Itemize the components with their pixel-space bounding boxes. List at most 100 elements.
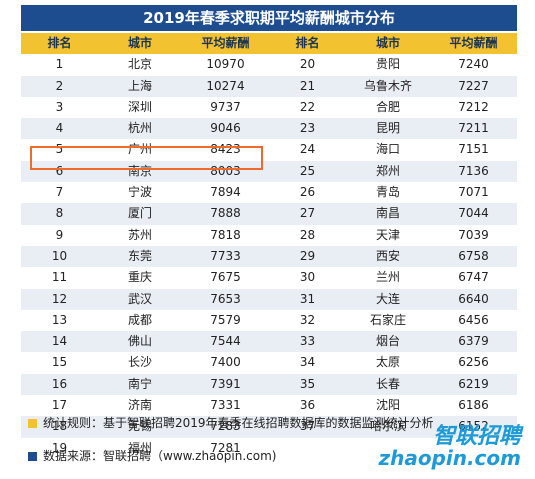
rank-cell-left: 9 bbox=[55, 227, 64, 242]
salary-cell-right: 6640 bbox=[458, 291, 489, 306]
salary-cell-left: 7544 bbox=[210, 334, 241, 349]
salary-cell-left: 7579 bbox=[210, 312, 241, 327]
salary-cell-left: 8003 bbox=[210, 163, 241, 178]
table-row: 10 东莞 7733 29 西安 6758 bbox=[21, 245, 517, 268]
salary-cell-left: 7675 bbox=[210, 270, 241, 285]
city-cell-left: 无锡 bbox=[127, 419, 152, 434]
table-header-row: 排名 城市 平均薪酬 排名 城市 平均薪酬 bbox=[21, 33, 517, 55]
header-salary-left: 平均薪酬 bbox=[201, 36, 250, 50]
rank-cell-left: 6 bbox=[55, 163, 64, 178]
header-city-right: 城市 bbox=[375, 36, 400, 50]
rank-cell-left: 15 bbox=[51, 355, 68, 370]
city-cell-right: 乌鲁木齐 bbox=[363, 78, 412, 93]
salary-cell-right: 6219 bbox=[458, 376, 489, 391]
rank-cell-right: 35 bbox=[299, 376, 316, 391]
rank-cell-left: 10 bbox=[51, 248, 68, 263]
salary-cell-left: 7281 bbox=[210, 440, 241, 455]
salary-cell-left: 7283 bbox=[210, 419, 241, 434]
city-cell-left: 重庆 bbox=[127, 270, 152, 285]
salary-cell-left: 9046 bbox=[210, 121, 241, 136]
rank-cell-left: 12 bbox=[51, 291, 68, 306]
table-row: 17 济南 7331 36 沈阳 6186 bbox=[21, 395, 517, 417]
rank-cell-left: 17 bbox=[51, 398, 68, 413]
rank-cell-right: 37 bbox=[299, 419, 316, 434]
table-row: 2 上海 10274 21 乌鲁木齐 7227 bbox=[21, 75, 517, 97]
rank-cell-left: 19 bbox=[51, 440, 68, 455]
salary-table: 排名 城市 平均薪酬 排名 城市 平均薪酬 1 北京 10970 20 贵阳 7240 2 上… bbox=[21, 33, 517, 459]
rank-cell-right: 29 bbox=[299, 248, 316, 263]
salary-cell-left: 10970 bbox=[206, 57, 245, 72]
table-body: 1 北京 10970 20 贵阳 7240 2 上海 10274 21 乌鲁木齐 7227 3 深圳 973… bbox=[21, 54, 517, 459]
rank-cell-left: 2 bbox=[55, 78, 64, 93]
city-cell-right: 天津 bbox=[375, 227, 400, 242]
city-cell-right: 沈阳 bbox=[375, 398, 400, 413]
city-cell-right: 烟台 bbox=[375, 334, 400, 349]
rank-cell-right: 34 bbox=[299, 355, 316, 370]
salary-cell-left: 7818 bbox=[210, 227, 241, 242]
rank-cell-right: 28 bbox=[299, 227, 316, 242]
rank-cell-right: 21 bbox=[299, 78, 316, 93]
city-cell-left: 福州 bbox=[127, 440, 152, 455]
yellow-square-icon bbox=[28, 419, 37, 428]
salary-cell-right: 6456 bbox=[458, 312, 489, 327]
table-row: 7 宁波 7894 26 青岛 7071 bbox=[21, 182, 517, 204]
city-cell-left: 南宁 bbox=[127, 376, 152, 391]
table-row: 6 南京 8003 25 郑州 7136 bbox=[21, 160, 517, 183]
rank-cell-left: 13 bbox=[51, 312, 68, 327]
rank-cell-right: 24 bbox=[299, 142, 316, 157]
city-cell-left: 广州 bbox=[127, 142, 152, 157]
rank-cell-left: 18 bbox=[51, 419, 68, 434]
rank-cell-right: 20 bbox=[299, 57, 316, 72]
city-cell-right: 合肥 bbox=[375, 99, 400, 114]
salary-cell-right: 6747 bbox=[458, 270, 489, 285]
table-row: 1 北京 10970 20 贵阳 7240 bbox=[21, 54, 517, 76]
blue-square-icon bbox=[28, 452, 37, 461]
table-row: 11 重庆 7675 30 兰州 6747 bbox=[21, 267, 517, 289]
city-cell-left: 上海 bbox=[127, 78, 152, 93]
salary-cell-right: 7136 bbox=[458, 163, 489, 178]
city-cell-right: 太原 bbox=[375, 355, 400, 370]
table-row: 15 长沙 7400 34 太原 6256 bbox=[21, 352, 517, 374]
note-source: 数据来源：智联招聘（www.zhaopin.com) bbox=[28, 447, 276, 464]
table-row: 18 无锡 7283 37 哈尔滨 6152 bbox=[21, 416, 517, 438]
city-cell-right: 南昌 bbox=[375, 206, 400, 221]
salary-cell-right: 7211 bbox=[458, 121, 489, 136]
rank-cell-right: 31 bbox=[299, 291, 316, 306]
table-row: 13 成都 7579 32 石家庄 6456 bbox=[21, 309, 517, 332]
salary-cell-right: 7071 bbox=[458, 185, 489, 200]
rank-cell-left: 16 bbox=[51, 376, 68, 391]
salary-cell-right: 7039 bbox=[458, 227, 489, 242]
highlight-box-nanjing bbox=[30, 146, 263, 170]
chart-title: 2019年春季求职期平均薪酬城市分布 bbox=[21, 5, 517, 31]
logo-chinese: 智联招聘 bbox=[432, 424, 521, 449]
header-rank-right: 排名 bbox=[295, 36, 320, 50]
salary-cell-left: 9737 bbox=[210, 99, 241, 114]
table-row: 5 广州 8423 24 海口 7151 bbox=[21, 139, 517, 161]
city-cell-right: 石家庄 bbox=[369, 312, 406, 327]
table-row: 19 福州 7281 bbox=[21, 437, 517, 459]
city-cell-left: 武汉 bbox=[127, 291, 152, 306]
salary-cell-left: 7400 bbox=[210, 355, 241, 370]
note-rule: 统计规则：基于智联招聘2019年春季在线招聘数据库的数据监测统计分析 bbox=[28, 414, 434, 431]
table-row: 16 南宁 7391 35 长春 6219 bbox=[21, 373, 517, 396]
salary-cell-left: 7894 bbox=[210, 185, 241, 200]
salary-cell-right: 6152 bbox=[458, 419, 489, 434]
salary-cell-left: 7391 bbox=[210, 376, 241, 391]
city-cell-left: 济南 bbox=[127, 398, 152, 413]
city-cell-left: 杭州 bbox=[127, 121, 152, 136]
city-cell-left: 深圳 bbox=[127, 99, 152, 114]
rank-cell-left: 5 bbox=[55, 142, 64, 157]
salary-cell-right: 7240 bbox=[458, 57, 489, 72]
city-cell-right: 青岛 bbox=[375, 185, 400, 200]
rank-cell-right: 23 bbox=[299, 121, 316, 136]
city-cell-right: 哈尔滨 bbox=[369, 419, 406, 434]
rank-cell-right: 36 bbox=[299, 398, 316, 413]
rank-cell-left: 1 bbox=[55, 57, 64, 72]
city-cell-right: 长春 bbox=[375, 376, 400, 391]
rank-cell-left: 4 bbox=[55, 121, 64, 136]
salary-cell-left: 7331 bbox=[210, 398, 241, 413]
header-city-left: 城市 bbox=[127, 36, 152, 50]
logo-english: zhaopin.com bbox=[378, 446, 521, 470]
salary-cell-right: 6758 bbox=[458, 248, 489, 263]
salary-cell-left: 7888 bbox=[210, 206, 241, 221]
